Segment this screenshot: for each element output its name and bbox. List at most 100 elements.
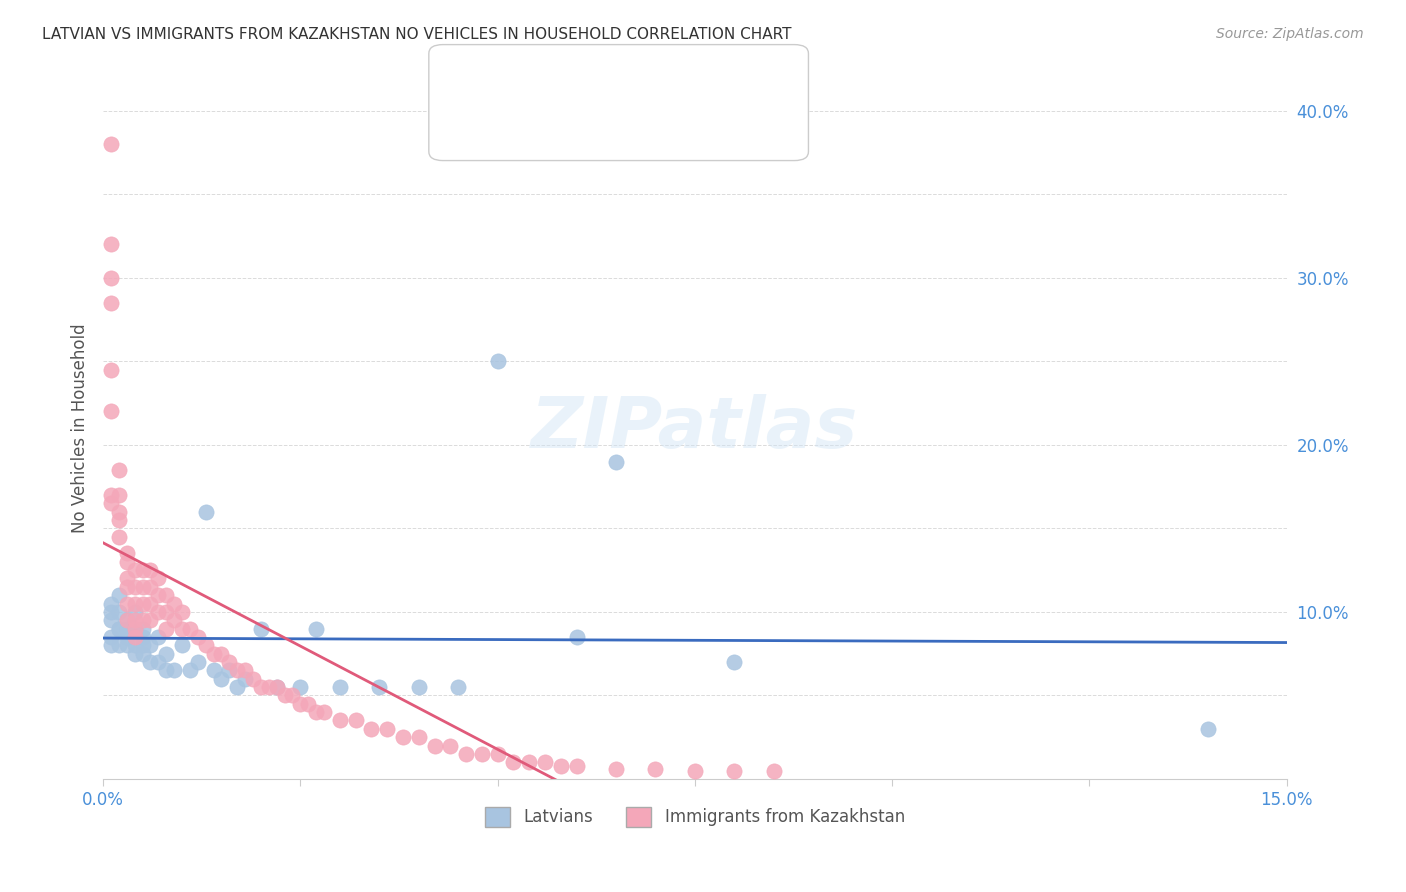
Text: R =: R = xyxy=(478,76,515,94)
Point xyxy=(115,572,138,586)
Text: ZIPatlas: ZIPatlas xyxy=(531,393,859,463)
Point xyxy=(502,756,524,770)
Point xyxy=(211,672,233,686)
Point xyxy=(218,664,240,678)
Point xyxy=(202,647,225,661)
Point xyxy=(155,605,177,619)
Point xyxy=(439,739,461,753)
Point xyxy=(233,672,256,686)
Point xyxy=(124,647,146,661)
Point xyxy=(131,580,153,594)
Point xyxy=(187,630,209,644)
Point xyxy=(100,613,122,627)
Point xyxy=(375,722,398,736)
Legend: Latvians, Immigrants from Kazakhstan: Latvians, Immigrants from Kazakhstan xyxy=(478,800,911,834)
Point xyxy=(273,689,295,703)
Point xyxy=(100,630,122,644)
Text: ■: ■ xyxy=(457,75,475,95)
Point xyxy=(115,622,138,636)
Text: Source: ZipAtlas.com: Source: ZipAtlas.com xyxy=(1216,27,1364,41)
Point xyxy=(250,622,273,636)
Point xyxy=(329,680,352,694)
Point xyxy=(170,605,193,619)
Point xyxy=(139,613,162,627)
Point xyxy=(139,638,162,652)
Point xyxy=(242,672,264,686)
Point xyxy=(163,613,186,627)
Point xyxy=(163,664,186,678)
Point xyxy=(194,505,217,519)
Point xyxy=(139,655,162,669)
Point xyxy=(266,680,288,694)
Point xyxy=(550,758,572,772)
Point xyxy=(100,362,122,376)
Point xyxy=(486,747,509,761)
Point xyxy=(163,597,186,611)
Point xyxy=(124,605,146,619)
Point xyxy=(148,605,170,619)
Point xyxy=(108,513,131,527)
Point xyxy=(148,588,170,602)
Point xyxy=(155,647,177,661)
Point xyxy=(408,680,430,694)
Point xyxy=(257,680,280,694)
Point xyxy=(108,488,131,502)
Text: 51: 51 xyxy=(612,76,634,94)
Point xyxy=(124,622,146,636)
Point xyxy=(305,705,328,719)
Point xyxy=(179,622,201,636)
Point xyxy=(108,588,131,602)
Point xyxy=(723,655,745,669)
Point xyxy=(131,630,153,644)
Point xyxy=(226,664,249,678)
Point xyxy=(250,680,273,694)
Point xyxy=(211,647,233,661)
Point xyxy=(565,630,588,644)
Point xyxy=(100,597,122,611)
Point xyxy=(344,714,367,728)
Point xyxy=(100,638,122,652)
Text: N =: N = xyxy=(569,76,617,94)
Point xyxy=(226,680,249,694)
Point xyxy=(605,454,627,468)
Point xyxy=(447,680,470,694)
Point xyxy=(148,655,170,669)
Point xyxy=(115,597,138,611)
Point xyxy=(124,563,146,577)
Point xyxy=(218,655,240,669)
Point xyxy=(305,622,328,636)
Point xyxy=(148,630,170,644)
Point xyxy=(202,664,225,678)
Point xyxy=(100,271,122,285)
Point xyxy=(148,572,170,586)
Point xyxy=(124,630,146,644)
Point xyxy=(471,747,494,761)
Point xyxy=(155,622,177,636)
Text: LATVIAN VS IMMIGRANTS FROM KAZAKHSTAN NO VEHICLES IN HOUSEHOLD CORRELATION CHART: LATVIAN VS IMMIGRANTS FROM KAZAKHSTAN NO… xyxy=(42,27,792,42)
Point xyxy=(108,505,131,519)
Point xyxy=(194,638,217,652)
Point xyxy=(644,762,666,776)
Point xyxy=(115,613,138,627)
Point xyxy=(368,680,391,694)
Point xyxy=(297,697,319,711)
Y-axis label: No Vehicles in Household: No Vehicles in Household xyxy=(72,324,89,533)
Point xyxy=(170,638,193,652)
Point xyxy=(100,496,122,510)
Point xyxy=(100,404,122,418)
Point xyxy=(108,530,131,544)
Point xyxy=(233,664,256,678)
Point xyxy=(1197,722,1219,736)
Point xyxy=(124,613,146,627)
Point xyxy=(115,580,138,594)
Point xyxy=(605,762,627,776)
Point xyxy=(139,597,162,611)
Point xyxy=(179,664,201,678)
Point xyxy=(408,730,430,744)
Point xyxy=(762,764,785,778)
Text: -0.223: -0.223 xyxy=(520,116,579,134)
Point xyxy=(281,689,304,703)
Point xyxy=(290,697,312,711)
Point xyxy=(131,597,153,611)
Point xyxy=(392,730,415,744)
